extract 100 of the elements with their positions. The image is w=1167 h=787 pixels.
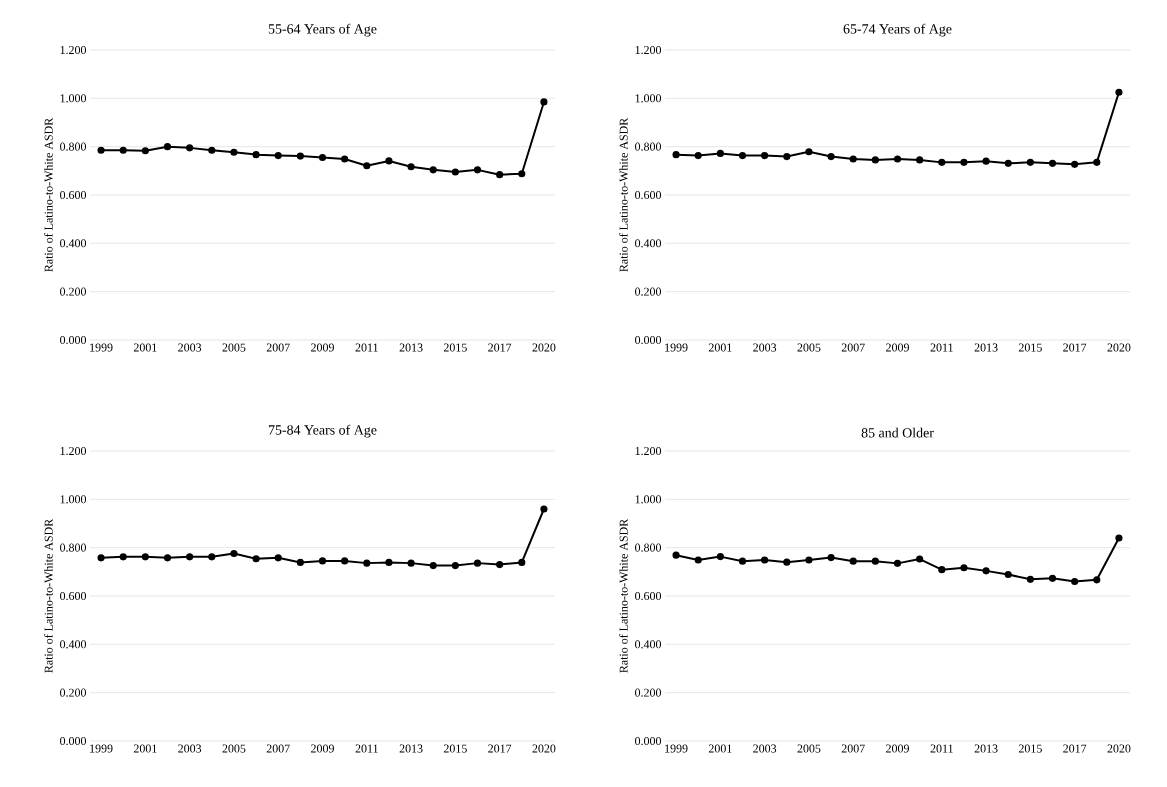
chart-title: 65-74 Years of Age [843,23,952,37]
x-tick-label: 2015 [1018,744,1042,753]
y-tick-label: 0.200 [60,688,87,697]
point [783,152,791,161]
x-tick-label: 2015 [443,744,467,753]
point [473,559,482,567]
point [716,553,724,561]
point [783,558,791,566]
point [938,158,946,166]
x-tick-label: 2001 [708,343,732,352]
y-tick-label: 0.600 [635,591,662,601]
y-tick-label: 0.000 [635,736,662,746]
x-tick-label: 2005 [222,343,246,352]
point [163,143,172,151]
x-tick-label: 2020 [1107,343,1131,352]
y-tick-label: 0.200 [635,287,662,296]
point [341,155,349,163]
y-tick-label: 0.400 [60,640,87,649]
x-tick-label: 2013 [974,744,998,753]
x-tick-label: 2020 [532,343,556,352]
y-tick-label: 1.200 [635,45,662,55]
x-tick-label: 2013 [974,343,998,352]
y-tick-label: 1.000 [60,495,87,504]
point [252,151,260,159]
point [252,555,260,563]
x-tick-label: 2009 [886,343,909,352]
y-tick-label: 0.000 [60,335,87,345]
point [1071,577,1079,586]
x-tick-label: 2003 [178,744,202,753]
point [1048,574,1057,582]
point [672,151,680,159]
point [97,146,105,154]
x-tick-label: 2009 [886,744,909,753]
x-tick-label: 2009 [311,343,334,352]
point [1115,534,1123,542]
x-tick-label: 2013 [399,343,423,352]
point [1026,575,1034,583]
chart-title: 55-64 Years of Age [268,23,377,37]
x-tick-label: 2005 [797,744,821,753]
y-tick-label: 0.600 [60,190,87,200]
y-tick-label: 1.200 [60,446,87,456]
point [363,162,371,170]
point [716,149,724,158]
y-tick-label: 0.600 [60,591,87,601]
x-tick-label: 2005 [797,343,821,352]
y-axis-title: Ratio of Latino-to-White ASDR [619,518,628,673]
x-tick-label: 2005 [222,744,246,753]
x-tick-label: 2011 [355,343,378,352]
y-tick-label: 0.800 [635,142,662,151]
point [119,553,127,561]
point [318,557,327,565]
point [186,553,194,561]
x-tick-label: 1999 [90,343,113,352]
point [385,558,393,566]
x-tick-label: 2011 [930,744,953,753]
point [761,152,769,160]
point [230,549,238,558]
x-tick-label: 2013 [399,744,423,753]
point [97,554,105,562]
point [982,567,990,575]
x-tick-label: 1999 [665,744,688,753]
point [672,551,680,559]
point [540,505,548,513]
point [871,557,879,565]
y-tick-label: 1.200 [635,446,662,456]
point [407,559,415,567]
point [496,560,504,569]
point [849,155,857,163]
x-tick-label: 2017 [488,343,512,352]
point [1048,159,1057,167]
point [827,553,835,562]
point [916,555,924,563]
point [694,152,702,160]
x-tick-label: 2003 [753,744,777,753]
x-tick-label: 2011 [930,343,953,352]
y-axis-title: Ratio of Latino-to-White ASDR [44,117,53,272]
y-tick-label: 0.400 [635,640,662,649]
point [119,146,127,154]
y-tick-label: 0.800 [635,543,662,552]
x-tick-label: 2003 [753,343,777,352]
x-tick-label: 2015 [443,343,467,352]
y-tick-label: 0.400 [635,239,662,248]
point [163,554,172,562]
point [518,558,526,566]
point [805,148,813,156]
x-tick-label: 2017 [488,744,512,753]
point [496,171,504,179]
point [473,166,482,174]
point [341,557,349,565]
point [1115,88,1123,96]
point [141,147,149,155]
point [518,170,526,178]
point [540,98,548,106]
point [694,556,702,564]
point [871,156,879,164]
y-tick-label: 0.000 [60,736,87,746]
x-tick-label: 2001 [133,343,157,352]
point [363,559,371,567]
point [1093,158,1101,166]
y-tick-label: 0.600 [635,190,662,200]
